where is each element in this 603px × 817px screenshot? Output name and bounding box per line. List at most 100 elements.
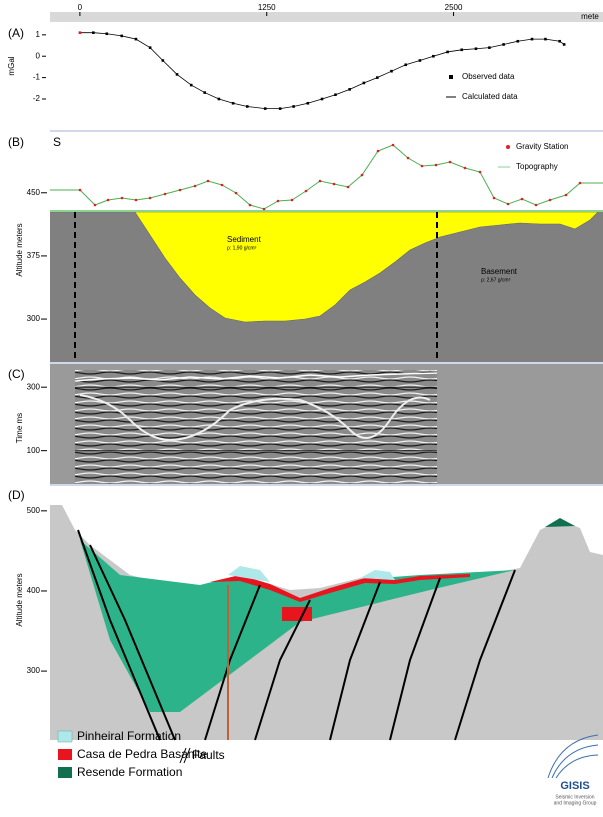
observed-point [418, 59, 422, 62]
station [148, 196, 152, 200]
station [234, 191, 238, 195]
station [463, 166, 467, 170]
station [206, 179, 210, 183]
station [506, 202, 510, 206]
y-tick-label: -1 [33, 73, 41, 82]
observed-point [562, 43, 566, 46]
observed-point [278, 107, 282, 110]
resende-cap [545, 518, 575, 527]
station [548, 198, 552, 202]
x-tick-label: 0 [78, 3, 83, 12]
station [134, 198, 138, 202]
station [520, 197, 524, 201]
y-tick-label: 300 [27, 314, 41, 323]
y-tick-label: 1 [36, 30, 41, 39]
station [332, 182, 336, 186]
y-tick-label: 400 [27, 586, 41, 595]
basement-label: Basement [481, 267, 518, 276]
station [406, 156, 410, 160]
basement-density: ρ: 2,67 g/cm³ [481, 277, 511, 283]
pinheiral-cap [360, 570, 395, 580]
observed-point [530, 37, 534, 41]
legend-swatch [57, 730, 73, 743]
station [276, 199, 280, 203]
stations [78, 143, 582, 211]
station [178, 188, 182, 192]
station [93, 203, 97, 207]
legend-label: Topography [516, 162, 558, 171]
legend-label: Observed data [462, 72, 515, 81]
station [220, 183, 224, 187]
panel-label: (D) [8, 488, 25, 502]
faults [77, 529, 516, 741]
x-unit: mete [581, 12, 599, 21]
fault-symbol [179, 747, 191, 764]
legend-swatch [58, 749, 72, 760]
sediment-label: Sediment [227, 235, 262, 244]
sediment-density: ρ: 1,90 g/cm³ [227, 245, 257, 251]
observed-point [134, 37, 138, 41]
observed-point [92, 31, 95, 34]
observed-point [105, 32, 109, 36]
station [360, 173, 364, 177]
station [290, 198, 294, 202]
y-tick-label: 100 [27, 446, 41, 455]
panel-label: (A) [8, 26, 24, 40]
side-label: S [53, 135, 61, 149]
y-tick-label: 300 [27, 382, 41, 391]
observed-point [217, 97, 221, 101]
legend-swatch [58, 767, 72, 778]
legend-label: Resende Formation [77, 765, 182, 779]
station [434, 163, 438, 167]
observed-point [120, 34, 124, 38]
logo-waves [547, 734, 599, 779]
x-tick-label: 1250 [258, 3, 276, 12]
station [391, 143, 395, 147]
observed-point [516, 39, 520, 43]
axis-strip [50, 12, 603, 22]
y-label: Altitude meters [15, 573, 24, 626]
station [420, 164, 424, 168]
observed-point [148, 46, 152, 49]
station [346, 185, 350, 189]
observed-point [376, 76, 379, 79]
seafloor [74, 372, 438, 382]
observed-point [558, 39, 561, 43]
station [478, 170, 482, 174]
panel-label: (B) [8, 135, 24, 149]
observed-point [432, 54, 435, 58]
y-tick-label: 500 [27, 506, 41, 515]
station [120, 196, 124, 200]
station [78, 188, 82, 192]
observed-point [292, 105, 295, 108]
y-tick-label: 0 [36, 51, 41, 60]
legend-label: Pinheiral Formation [77, 729, 181, 743]
station [163, 192, 167, 196]
observed-point [203, 91, 206, 94]
observed-point [161, 59, 165, 62]
station [262, 207, 266, 211]
observed-point [474, 47, 478, 51]
legend-label: Gravity Station [516, 142, 568, 151]
station [448, 160, 452, 164]
observed-point [390, 69, 393, 73]
y-tick-label: -2 [33, 94, 41, 103]
legend-label: Casa de Pedra Basanite [77, 747, 207, 761]
logo-text: Seismic Inversion [555, 794, 594, 800]
station [492, 196, 496, 200]
observed-point [488, 46, 491, 49]
station [248, 203, 252, 207]
station [193, 184, 197, 188]
basanite-layer [210, 574, 470, 602]
observed-point [362, 81, 366, 85]
observed-point [175, 73, 179, 76]
station [564, 193, 568, 197]
legend-label: Calculated data [462, 92, 518, 101]
pinheiral-cap [228, 566, 270, 582]
station [578, 181, 582, 185]
basanite-body [282, 607, 312, 621]
reflector [79, 394, 431, 442]
station [534, 203, 538, 207]
calculated-line [79, 32, 565, 110]
